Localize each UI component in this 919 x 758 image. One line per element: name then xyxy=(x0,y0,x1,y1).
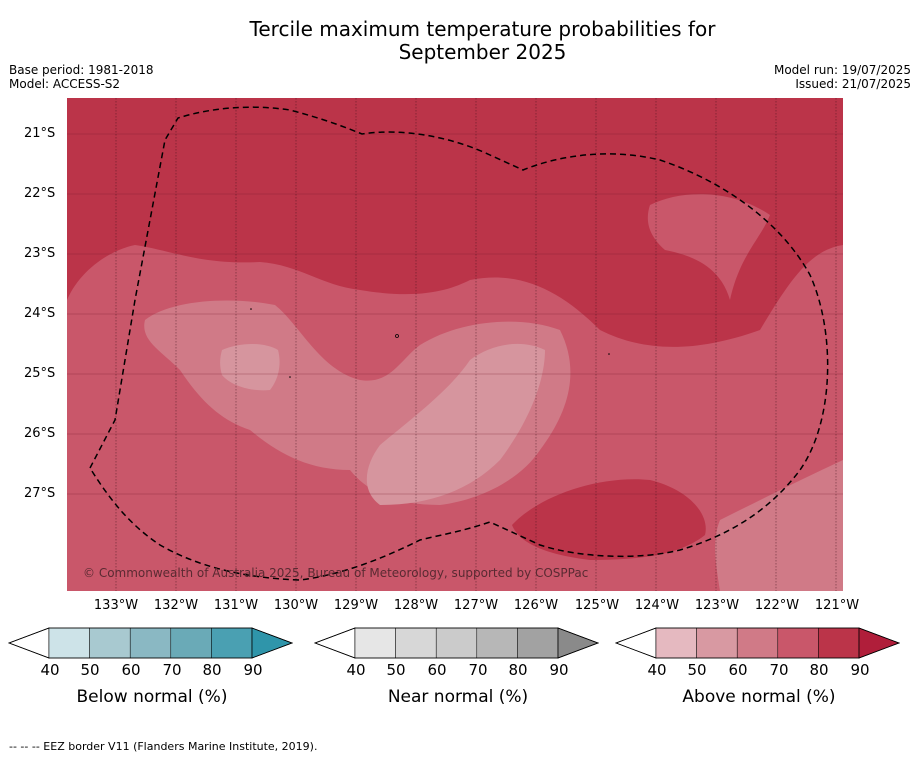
island-marker xyxy=(289,376,291,378)
colorbar-outline xyxy=(314,627,600,659)
base-period: Base period: 1981-2018 xyxy=(9,63,154,77)
colorbar-segment xyxy=(818,627,860,659)
colorbar-outline xyxy=(615,627,901,659)
issued-date: Issued: 21/07/2025 xyxy=(795,77,911,91)
lon-label: 124°W xyxy=(634,598,680,613)
probability-map xyxy=(67,98,843,591)
lon-label: 131°W xyxy=(213,598,259,613)
colorbar-above-normal xyxy=(615,627,901,659)
colorbar-tick: 40 xyxy=(40,661,60,679)
colorbar-tick: 80 xyxy=(202,661,222,679)
lon-label: 127°W xyxy=(453,598,499,613)
colorbar-tick: 40 xyxy=(647,661,667,679)
title-line-2: September 2025 xyxy=(398,40,567,64)
colorbar-extension-high xyxy=(251,627,294,659)
colorbar-extension-high xyxy=(858,627,901,659)
colorbar-segment xyxy=(211,627,253,659)
contour-60-70-east xyxy=(715,460,843,591)
colorbar-segment xyxy=(395,627,437,659)
island-marker xyxy=(608,353,610,355)
colorbar-tick: 90 xyxy=(850,661,870,679)
colorbar-tick: 60 xyxy=(728,661,748,679)
lon-gridlines xyxy=(115,98,837,591)
lon-label: 126°W xyxy=(513,598,559,613)
colorbar-label-near: Near normal (%) xyxy=(387,687,529,707)
colorbar-tick: 80 xyxy=(508,661,528,679)
meta-right: Model run: 19/07/2025 Issued: 21/07/2025 xyxy=(774,63,911,91)
colorbar-tick: 80 xyxy=(809,661,829,679)
colorbar-label-above: Above normal (%) xyxy=(682,687,836,707)
colorbar-segment xyxy=(354,627,396,659)
contour-70-80-ne xyxy=(647,194,770,300)
colorbar-tick: 70 xyxy=(769,661,789,679)
lon-label: 133°W xyxy=(93,598,139,613)
colorbar-tick: 40 xyxy=(346,661,366,679)
lon-label: 128°W xyxy=(393,598,439,613)
contour-50-60-west xyxy=(220,344,280,391)
lon-label: 122°W xyxy=(754,598,800,613)
lat-label: 22°S xyxy=(24,186,56,201)
colorbar-tick: 90 xyxy=(243,661,263,679)
model-run: Model run: 19/07/2025 xyxy=(773,63,911,77)
colorbar-extension-low xyxy=(8,627,50,659)
colorbar-segment xyxy=(517,627,559,659)
colorbar-extension-low xyxy=(615,627,657,659)
colorbar-segment xyxy=(48,627,90,659)
contour-50-60-center xyxy=(366,343,545,505)
model-name: Model: ACCESS-S2 xyxy=(9,77,121,91)
island-marker xyxy=(395,334,399,338)
lon-label: 129°W xyxy=(333,598,379,613)
colorbar-near-normal xyxy=(314,627,600,659)
lon-label: 132°W xyxy=(153,598,199,613)
colorbar-segment xyxy=(777,627,819,659)
colorbar-extension-low xyxy=(314,627,356,659)
colorbar-outline xyxy=(8,627,294,659)
lat-label: 26°S xyxy=(24,426,56,441)
colorbar-tick: 60 xyxy=(121,661,141,679)
colorbar-below-normal xyxy=(8,627,294,659)
colorbar-tick: 90 xyxy=(549,661,569,679)
island-marker xyxy=(250,308,252,310)
contour-80-90-south xyxy=(512,479,706,560)
colorbar-segment xyxy=(736,627,779,659)
colorbar-tick: 70 xyxy=(468,661,488,679)
colorbar-segment xyxy=(129,627,172,659)
colorbar-segment xyxy=(655,627,697,659)
colorbar-tick: 60 xyxy=(427,661,447,679)
title-line-1: Tercile maximum temperature probabilitie… xyxy=(249,17,716,41)
lat-label: 24°S xyxy=(24,306,56,321)
lon-label: 123°W xyxy=(694,598,740,613)
lat-label: 23°S xyxy=(24,246,56,261)
colorbar-segment xyxy=(696,627,738,659)
lat-label: 25°S xyxy=(24,366,56,381)
meta-left: Base period: 1981-2018 Model: ACCESS-S2 xyxy=(9,63,154,91)
colorbar-tick: 50 xyxy=(386,661,406,679)
copyright-text: © Commonwealth of Australia 2025, Bureau… xyxy=(83,566,589,580)
lat-label: 21°S xyxy=(24,126,56,141)
colorbar-segment xyxy=(476,627,518,659)
chart-title: Tercile maximum temperature probabilitie… xyxy=(0,18,919,64)
colorbar-segment xyxy=(435,627,478,659)
colorbar-extension-high xyxy=(557,627,600,659)
eez-footnote: -- -- -- EEZ border V11 (Flanders Marine… xyxy=(9,740,318,753)
colorbar-segment xyxy=(170,627,212,659)
lat-gridlines xyxy=(67,133,843,495)
colorbar-label-below: Below normal (%) xyxy=(76,687,228,707)
colorbar-tick: 70 xyxy=(162,661,182,679)
lat-label: 27°S xyxy=(24,486,56,501)
colorbar-segment xyxy=(89,627,131,659)
colorbar-tick: 50 xyxy=(687,661,707,679)
lon-label: 125°W xyxy=(574,598,620,613)
colorbar-tick: 50 xyxy=(80,661,100,679)
lon-label: 121°W xyxy=(814,598,860,613)
eez-border xyxy=(89,106,829,581)
lon-label: 130°W xyxy=(273,598,319,613)
